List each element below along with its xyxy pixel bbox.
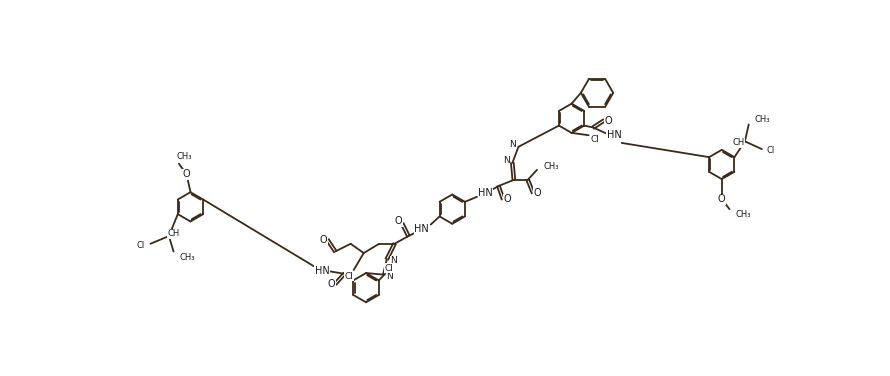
Text: O: O bbox=[533, 188, 541, 198]
Text: CH₃: CH₃ bbox=[736, 210, 751, 219]
Text: O: O bbox=[182, 170, 190, 179]
Text: Cl: Cl bbox=[344, 271, 353, 280]
Text: Cl: Cl bbox=[384, 264, 393, 273]
Text: N: N bbox=[391, 256, 397, 265]
Text: N: N bbox=[503, 156, 510, 165]
Text: CH₃: CH₃ bbox=[754, 115, 770, 124]
Text: O: O bbox=[503, 194, 511, 204]
Text: Cl: Cl bbox=[590, 135, 599, 144]
Text: O: O bbox=[604, 115, 611, 126]
Text: O: O bbox=[718, 194, 725, 204]
Text: CH₃: CH₃ bbox=[176, 152, 192, 161]
Text: CH: CH bbox=[167, 229, 180, 238]
Text: N: N bbox=[509, 140, 515, 149]
Text: Cl: Cl bbox=[136, 241, 144, 250]
Text: HN: HN bbox=[478, 188, 493, 198]
Text: HN: HN bbox=[607, 130, 621, 140]
Text: HN: HN bbox=[315, 266, 329, 276]
Text: N: N bbox=[386, 271, 393, 280]
Text: O: O bbox=[394, 217, 402, 226]
Text: CH: CH bbox=[732, 138, 745, 147]
Text: CH₃: CH₃ bbox=[543, 162, 559, 170]
Text: CH₃: CH₃ bbox=[180, 253, 195, 262]
Text: O: O bbox=[320, 235, 328, 245]
Text: Cl: Cl bbox=[766, 146, 774, 155]
Text: HN: HN bbox=[414, 224, 429, 234]
Text: O: O bbox=[328, 279, 336, 289]
